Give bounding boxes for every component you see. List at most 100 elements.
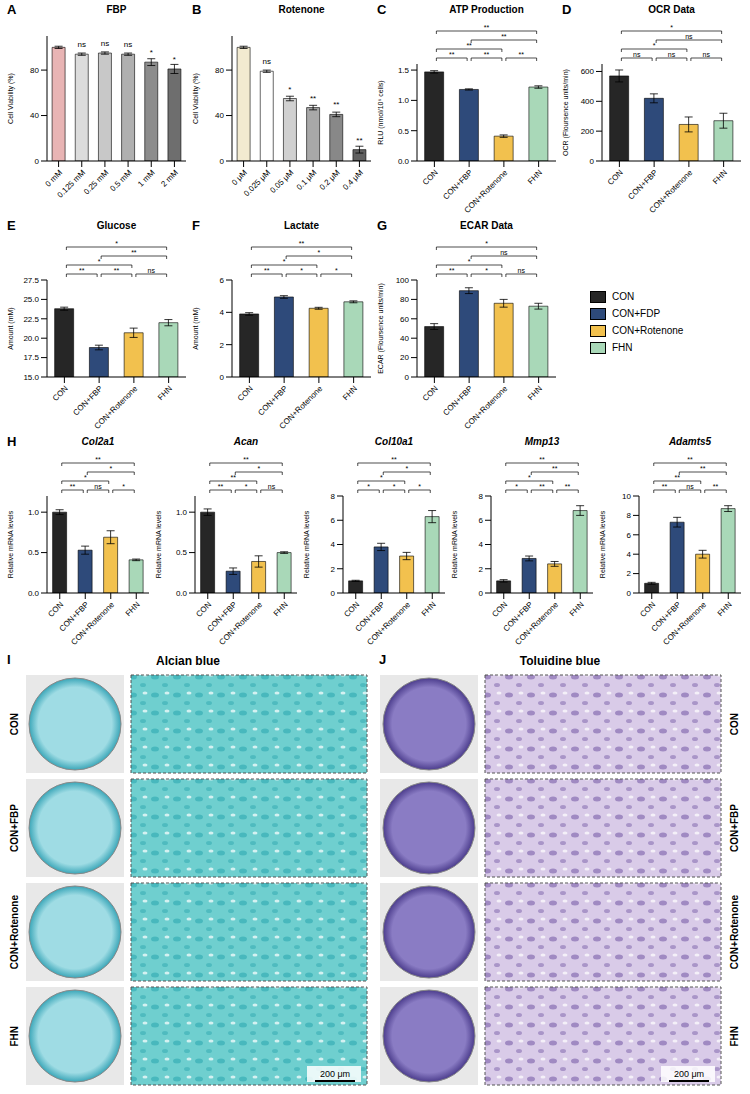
svg-text:CON+Rotenone: CON+Rotenone [278, 384, 325, 431]
svg-text:80: 80 [30, 66, 39, 75]
svg-text:**: ** [449, 267, 455, 274]
svg-text:8: 8 [331, 492, 336, 501]
svg-text:80: 80 [400, 295, 409, 304]
svg-text:CON: CON [421, 384, 440, 403]
svg-text:**: ** [539, 456, 545, 463]
svg-text:8: 8 [479, 492, 484, 501]
svg-text:0.0: 0.0 [176, 589, 188, 598]
svg-text:ns: ns [263, 57, 271, 66]
svg-text:FHN: FHN [341, 384, 359, 402]
svg-text:**: ** [231, 474, 237, 481]
svg-text:*: * [300, 267, 303, 274]
svg-text:200 μm: 200 μm [320, 1069, 350, 1079]
svg-text:0.5: 0.5 [398, 127, 410, 136]
svg-text:CON+FBP: CON+FBP [71, 384, 104, 417]
svg-text:0.4 μM: 0.4 μM [341, 168, 365, 192]
svg-text:1.0: 1.0 [398, 96, 410, 105]
svg-text:CON: CON [236, 384, 255, 403]
svg-text:**: ** [539, 483, 545, 490]
svg-text:ns: ns [633, 51, 641, 58]
svg-text:0.2 μM: 0.2 μM [318, 168, 342, 192]
svg-text:CON+Rotenone: CON+Rotenone [217, 600, 264, 647]
svg-text:CON+Rotenone: CON+Rotenone [93, 384, 140, 431]
svg-text:0: 0 [220, 373, 225, 382]
svg-text:0.125 mM: 0.125 mM [56, 168, 88, 200]
svg-text:**: ** [356, 136, 362, 145]
svg-text:22.5: 22.5 [23, 315, 39, 324]
svg-text:**: ** [552, 465, 558, 472]
svg-text:0.5: 0.5 [176, 548, 188, 557]
svg-text:*: * [485, 267, 488, 274]
svg-text:FHN: FHN [711, 168, 729, 186]
svg-text:**: ** [95, 456, 101, 463]
svg-text:CON: CON [606, 168, 625, 187]
svg-text:200: 200 [581, 127, 595, 136]
svg-text:1 mM: 1 mM [136, 168, 157, 189]
svg-text:**: ** [662, 483, 668, 490]
svg-text:**: ** [700, 465, 706, 472]
svg-text:Relative mRNA levels: Relative mRNA levels [155, 510, 162, 578]
svg-text:ns: ns [685, 33, 693, 40]
svg-text:1.5: 1.5 [398, 66, 410, 75]
svg-text:0: 0 [590, 157, 595, 166]
svg-text:*: * [393, 483, 396, 490]
svg-text:ns: ns [500, 249, 508, 256]
svg-text:OCR (Floursence units/min): OCR (Floursence units/min) [562, 69, 570, 156]
svg-text:0: 0 [331, 589, 336, 598]
svg-text:100: 100 [396, 276, 410, 285]
svg-text:Relative mRNA levels: Relative mRNA levels [451, 510, 458, 578]
svg-text:*: * [257, 465, 260, 472]
svg-text:6: 6 [479, 516, 484, 525]
svg-text:20: 20 [400, 353, 409, 362]
svg-text:**: ** [675, 474, 681, 481]
svg-text:0: 0 [220, 157, 225, 166]
svg-text:*: * [115, 240, 118, 247]
svg-text:ns: ns [78, 40, 86, 49]
svg-text:Amount (mM): Amount (mM) [7, 307, 15, 349]
svg-text:*: * [405, 465, 408, 472]
svg-text:*: * [653, 42, 656, 49]
svg-text:0: 0 [479, 589, 484, 598]
svg-text:**: ** [484, 24, 490, 31]
svg-text:ns: ns [94, 483, 102, 490]
svg-text:4: 4 [331, 540, 336, 549]
svg-text:0 μM: 0 μM [230, 168, 249, 187]
svg-text:**: ** [70, 483, 76, 490]
svg-text:4: 4 [220, 308, 225, 317]
svg-text:0.5 mM: 0.5 mM [108, 168, 133, 193]
svg-text:**: ** [565, 483, 571, 490]
svg-text:40: 40 [215, 111, 224, 120]
svg-text:CON: CON [46, 600, 65, 619]
svg-text:CON+FBP: CON+FBP [256, 384, 289, 417]
svg-text:FHN: FHN [156, 384, 174, 402]
svg-text:0: 0 [627, 589, 632, 598]
svg-text:**: ** [391, 456, 397, 463]
svg-text:*: * [288, 85, 291, 94]
svg-text:200 μm: 200 μm [674, 1069, 704, 1079]
svg-text:Cell Viability (%): Cell Viability (%) [7, 73, 15, 124]
svg-text:FHN: FHN [568, 600, 586, 618]
svg-text:**: ** [310, 94, 316, 103]
svg-text:*: * [485, 240, 488, 247]
svg-text:15.0: 15.0 [23, 373, 39, 382]
svg-text:ns: ns [101, 39, 109, 48]
svg-text:27.5: 27.5 [23, 276, 39, 285]
svg-text:80: 80 [215, 66, 224, 75]
svg-text:1.0: 1.0 [176, 508, 188, 517]
svg-text:6: 6 [220, 276, 225, 285]
svg-text:*: * [173, 55, 176, 64]
svg-text:**: ** [299, 240, 305, 247]
svg-text:**: ** [449, 51, 455, 58]
svg-text:2: 2 [627, 569, 632, 578]
svg-text:8: 8 [627, 511, 632, 520]
svg-text:*: * [670, 24, 673, 31]
svg-text:**: ** [333, 100, 339, 109]
svg-text:400: 400 [581, 97, 595, 106]
svg-text:*: * [245, 483, 248, 490]
svg-text:ns: ns [668, 51, 676, 58]
svg-text:**: ** [114, 267, 120, 274]
svg-text:CON: CON [421, 168, 440, 187]
svg-text:CON+FBP: CON+FBP [441, 384, 474, 417]
svg-text:*: * [515, 483, 518, 490]
svg-text:**: ** [218, 483, 224, 490]
